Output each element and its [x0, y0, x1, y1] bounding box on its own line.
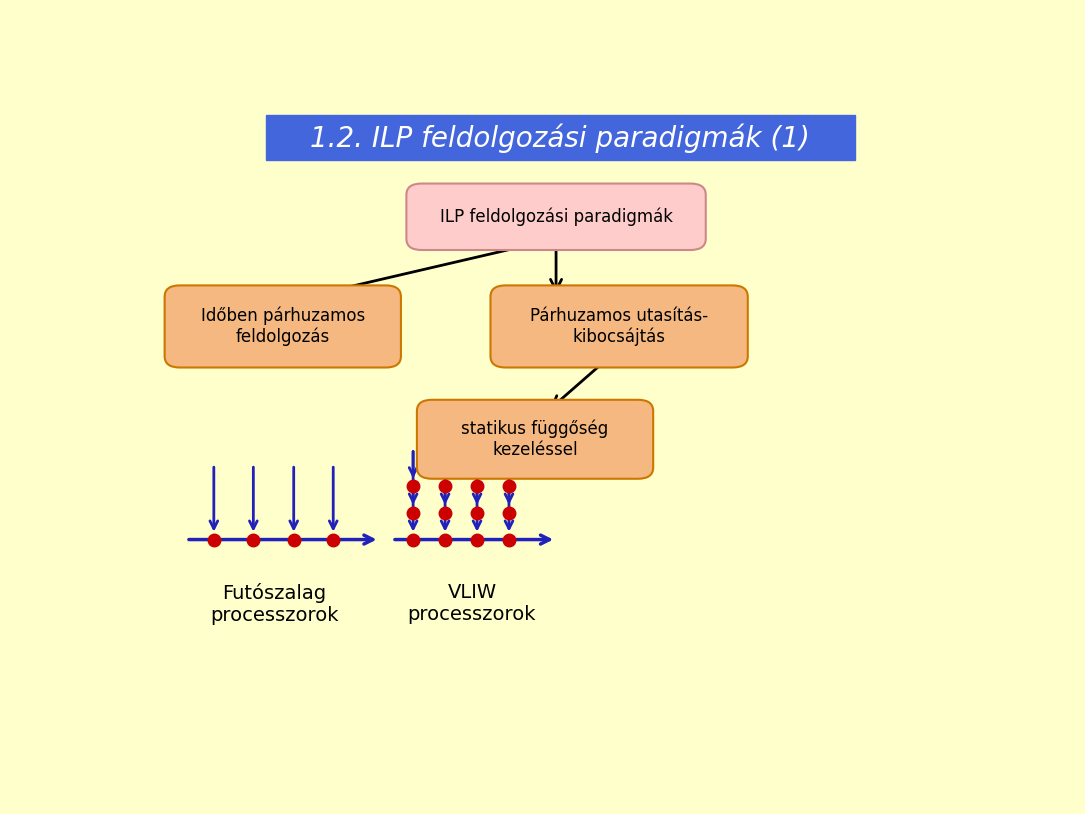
FancyBboxPatch shape	[407, 183, 705, 250]
Text: ILP feldolgozási paradigmák: ILP feldolgozási paradigmák	[439, 208, 673, 226]
Text: Futószalag
processzorok: Futószalag processzorok	[210, 584, 339, 625]
Text: 1.2. ILP feldolgozási paradigmák (1): 1.2. ILP feldolgozási paradigmák (1)	[310, 123, 810, 152]
FancyBboxPatch shape	[490, 286, 748, 367]
FancyBboxPatch shape	[266, 116, 855, 160]
Text: Párhuzamos utasítás-
kibocsájtás: Párhuzamos utasítás- kibocsájtás	[531, 307, 709, 346]
FancyBboxPatch shape	[417, 400, 653, 479]
FancyBboxPatch shape	[165, 286, 401, 367]
Text: statikus függőség
kezeléssel: statikus függőség kezeléssel	[461, 420, 609, 459]
Text: Időben párhuzamos
feldolgozás: Időben párhuzamos feldolgozás	[201, 307, 365, 347]
Text: VLIW
processzorok: VLIW processzorok	[408, 584, 536, 624]
